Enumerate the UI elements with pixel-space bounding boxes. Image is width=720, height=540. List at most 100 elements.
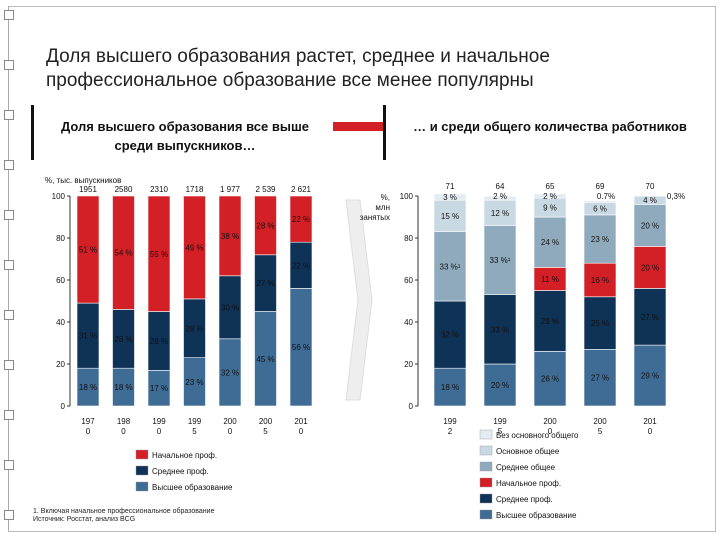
chart2-bar-segment [433, 231, 467, 302]
chart1-category-label: 200 5 [259, 417, 273, 436]
chart2-category-label: 199 2 [443, 417, 457, 436]
chart1-bar-segment [254, 195, 277, 256]
chart2-segment-label: 4 % [643, 196, 657, 205]
frame-square-marker [4, 510, 14, 520]
chart1-bar-segment [289, 195, 313, 243]
chart1-unit-label: %, тыс. выпускников [45, 176, 121, 185]
chart2-legend-label: Среднее общее [496, 463, 556, 472]
chart2-y-tick-label: 100 [400, 192, 414, 201]
chart1-category-label: 198 0 [117, 417, 131, 436]
chart2-segment-label: 23 % [591, 235, 609, 244]
chart2-segment-label: 15 % [441, 212, 459, 221]
chart2-segment-label: 20 % [641, 221, 659, 230]
chart2-unit-label: %, млн занятых [360, 193, 390, 222]
chart2-bar-segment [633, 288, 667, 346]
chart1-segment-label: 28 % [185, 324, 203, 333]
slide-title: Доля высшего образования растет, среднее… [46, 46, 550, 91]
chart2-total-label: 69 [596, 182, 605, 191]
chart2-bar-segment [533, 216, 567, 268]
chart2-bar-segment [483, 294, 517, 365]
chart2-legend-label: Среднее проф. [496, 495, 553, 504]
chart1-segment-label: 18 % [114, 383, 132, 392]
chart2-segment-label: 33 %¹ [440, 262, 461, 271]
chart2-segment-label: 12 % [491, 209, 509, 218]
chart1-total-label: 2 621 [291, 185, 312, 194]
chart1-segment-label: 18 % [79, 383, 97, 392]
chart1-segment-label: 55 % [150, 250, 168, 259]
chart2-segment-label: 3 % [443, 193, 457, 202]
chart2-category-label: 200 0 [543, 417, 557, 436]
frame-square-marker [4, 60, 14, 70]
frame-square-marker [4, 110, 14, 120]
frame-square-marker [4, 260, 14, 270]
chart2-segment-label: 20 % [641, 263, 659, 272]
transition-arrow-shape [345, 199, 373, 401]
chart2-bar-segment [433, 367, 467, 407]
footnote: 1. Включая начальное профессиональное об… [33, 508, 215, 515]
chart2-segment-label: 33 %¹ [490, 256, 511, 265]
chart2-segment-label: 29 % [641, 372, 659, 381]
chart1-total-label: 2580 [115, 185, 133, 194]
right-header: … и среди общего количества работников [413, 119, 687, 134]
chart2-y-tick-label: 20 [404, 360, 413, 369]
chart2-total-label: 65 [546, 182, 555, 191]
chart2-bar-segment [583, 348, 617, 407]
chart2-bar-segment [433, 199, 467, 232]
chart1-segment-label: 31 % [79, 332, 97, 341]
chart2-legend-swatch [479, 509, 493, 520]
chart1-legend-swatch [135, 481, 149, 492]
chart2-segment-label: 32 % [441, 331, 459, 340]
chart1-y-tick-label: 20 [56, 360, 65, 369]
slide-frame-bottom [8, 531, 716, 532]
chart2-legend-swatch [479, 461, 493, 472]
chart2-legend-swatch [479, 445, 493, 456]
chart2-segment-label: 16 % [591, 276, 609, 285]
chart2-bar-segment [583, 262, 617, 298]
chart2-segment-label: 27 % [641, 313, 659, 322]
chart2-segment-label: 9 % [543, 204, 557, 213]
chart2-bar-segment [583, 200, 617, 203]
chart2-legend-label: Без основного общего [496, 431, 579, 440]
left-header-bar [31, 105, 34, 160]
chart2-segment-label: 25 % [591, 319, 609, 328]
right-header-bar [383, 105, 386, 160]
chart2-bar-segment [433, 300, 467, 369]
chart2-y-tick-label: 40 [404, 318, 413, 327]
frame-square-marker [4, 410, 14, 420]
chart1-total-label: 1951 [79, 185, 97, 194]
chart2-legend-label: Высшее образование [496, 511, 577, 520]
chart1-bar-segment [183, 195, 206, 300]
chart2-bar-segment [533, 290, 567, 352]
chart1-segment-label: 22 % [292, 261, 310, 270]
chart1-segment-label: 23 % [185, 378, 203, 387]
chart1-total-label: 1718 [186, 185, 204, 194]
chart2-segment-label: 18 % [441, 383, 459, 392]
chart1-segment-label: 28 % [150, 337, 168, 346]
header-connector [333, 122, 385, 131]
chart2-legend-swatch [479, 493, 493, 504]
chart2-segment-label: 0.7% [597, 192, 615, 201]
chart1-y-tick-label: 60 [56, 276, 65, 285]
chart1-category-label: 200 0 [223, 417, 237, 436]
chart1-segment-label: 54 % [114, 249, 132, 258]
chart1-segment-label: 49 % [185, 243, 203, 252]
chart1-segment-label: 51 % [79, 246, 97, 255]
chart2-category-label: 201 0 [643, 417, 657, 436]
chart1-y-tick-label: 100 [52, 192, 66, 201]
frame-square-marker [4, 360, 14, 370]
chart2-bar-segment [483, 195, 517, 201]
chart2-segment-label: 2 % [543, 192, 557, 201]
source-note: Источник: Росстат, анализ BCG [33, 516, 136, 523]
chart2-segment-label: 6 % [593, 205, 607, 214]
chart2-legend-swatch [479, 429, 493, 440]
chart2-segment-label: 11 % [541, 275, 559, 284]
chart1-category-label: 197 0 [81, 417, 95, 436]
chart1-y-tick-label: 80 [56, 234, 65, 243]
chart1-category-label: 201 0 [294, 417, 308, 436]
chart1-segment-label: 38 % [221, 232, 239, 241]
slide-frame-right [715, 6, 716, 531]
frame-square-marker [4, 460, 14, 470]
chart1-segment-label: 17 % [150, 384, 168, 393]
slide-frame-top [8, 6, 716, 7]
chart2-segment-label: 2 % [493, 192, 507, 201]
